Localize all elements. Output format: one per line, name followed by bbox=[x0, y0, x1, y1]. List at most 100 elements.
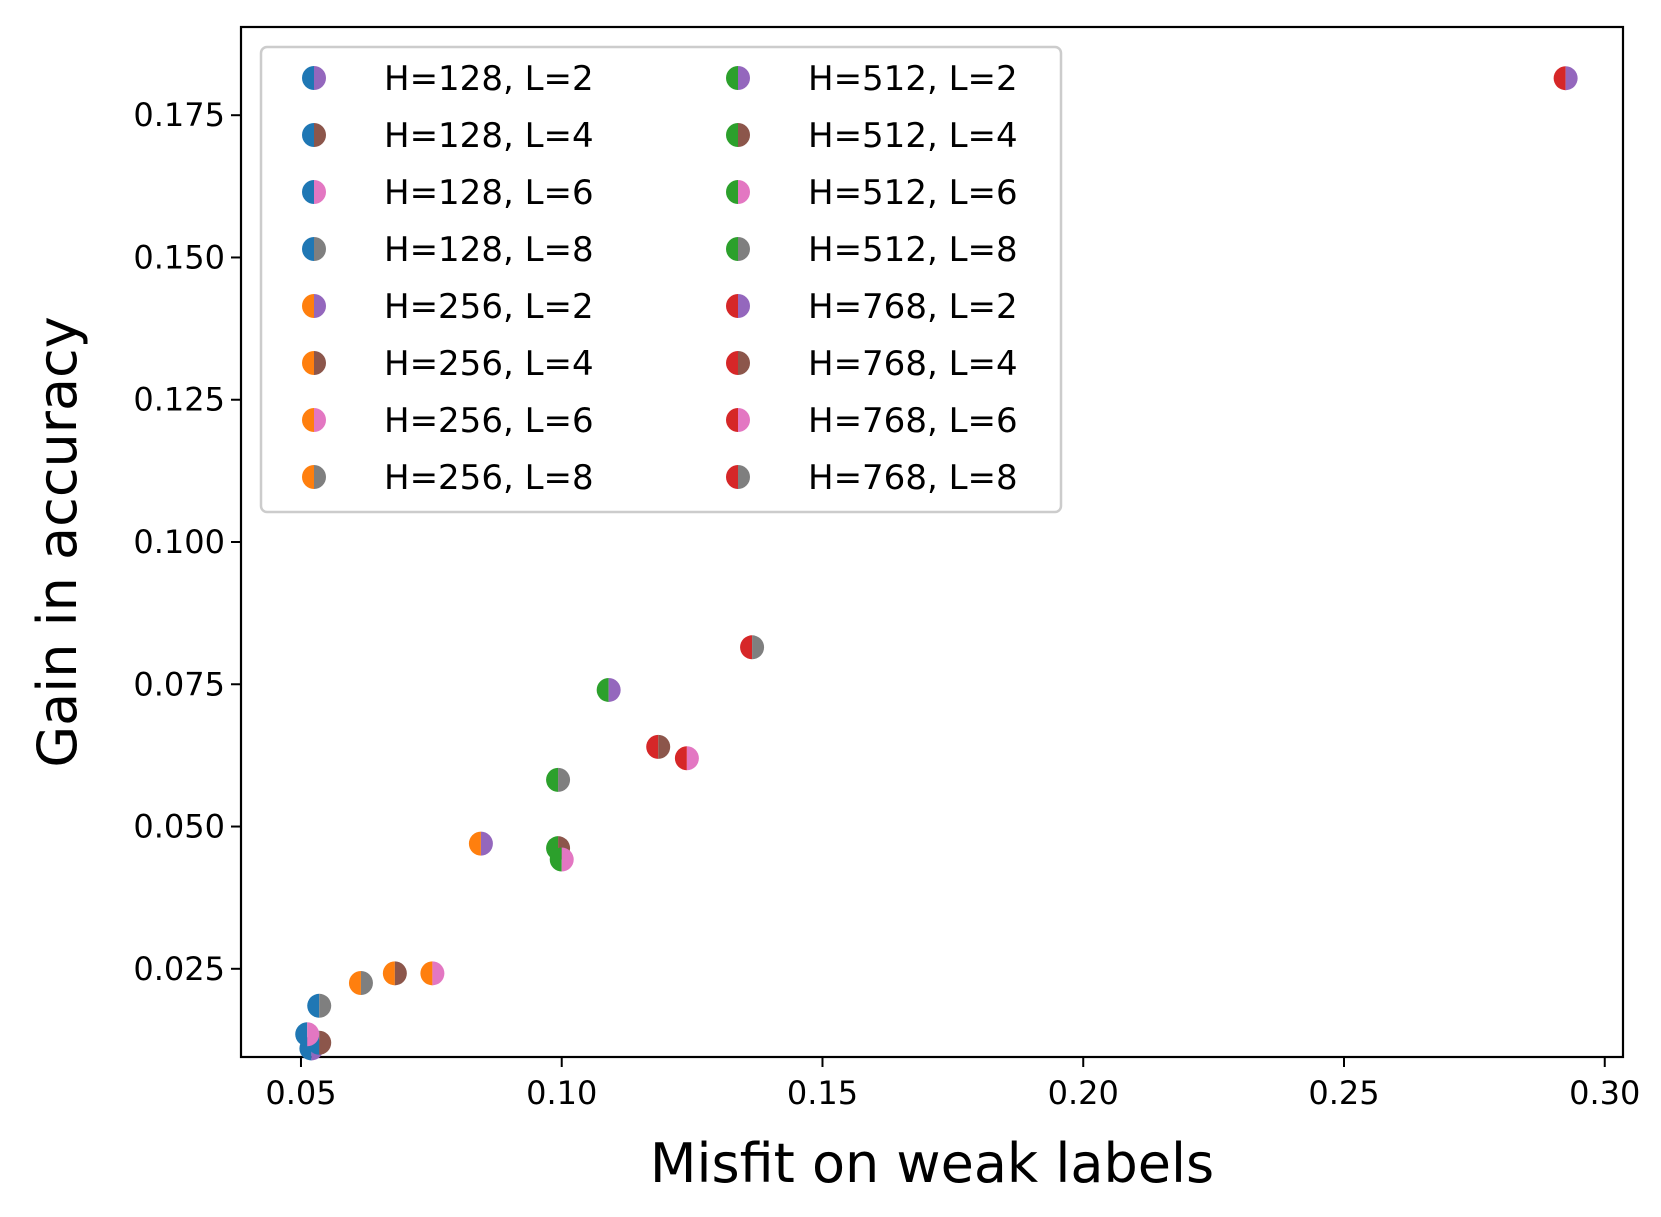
legend-label: H=256, L=6 bbox=[384, 401, 594, 441]
y-tick-label: 0.075 bbox=[133, 665, 225, 703]
marker-left-half bbox=[382, 961, 395, 986]
marker-left-half bbox=[596, 677, 609, 702]
data-point bbox=[646, 734, 671, 759]
data-point bbox=[382, 961, 407, 986]
legend-label: H=128, L=2 bbox=[384, 59, 594, 99]
y-tick-label: 0.175 bbox=[133, 96, 225, 134]
x-tick-label: 0.25 bbox=[1308, 1074, 1379, 1112]
legend-label: H=768, L=2 bbox=[808, 287, 1018, 327]
marker-right-half bbox=[480, 831, 493, 856]
marker-right-half bbox=[752, 635, 765, 660]
legend-label: H=512, L=4 bbox=[808, 116, 1018, 156]
marker-left-half bbox=[726, 408, 738, 432]
marker-right-half bbox=[314, 237, 326, 261]
x-tick-label: 0.10 bbox=[526, 1074, 597, 1112]
x-tick-label: 0.15 bbox=[787, 1074, 858, 1112]
marker-left-half bbox=[674, 746, 687, 771]
marker-left-half bbox=[468, 831, 481, 856]
legend-marker bbox=[726, 351, 750, 375]
marker-right-half bbox=[394, 961, 407, 986]
legend-label: H=128, L=4 bbox=[384, 116, 594, 156]
marker-left-half bbox=[646, 734, 659, 759]
marker-right-half bbox=[1565, 66, 1578, 91]
marker-right-half bbox=[738, 408, 750, 432]
x-axis-label: Misfit on weak labels bbox=[650, 1132, 1214, 1195]
legend-label: H=128, L=6 bbox=[384, 173, 594, 213]
x-tick-label: 0.20 bbox=[1048, 1074, 1119, 1112]
marker-right-half bbox=[314, 465, 326, 489]
marker-right-half bbox=[314, 351, 326, 375]
x-tick-label: 0.05 bbox=[265, 1074, 336, 1112]
y-tick-label: 0.150 bbox=[133, 238, 225, 276]
marker-left-half bbox=[726, 294, 738, 318]
legend-marker bbox=[302, 294, 326, 318]
data-point bbox=[468, 831, 493, 856]
data-point bbox=[295, 1022, 320, 1047]
marker-left-half bbox=[726, 465, 738, 489]
marker-right-half bbox=[738, 66, 750, 90]
legend-label: H=512, L=6 bbox=[808, 173, 1018, 213]
legend-marker bbox=[302, 465, 326, 489]
legend-frame bbox=[259, 45, 1063, 514]
legend-marker bbox=[726, 237, 750, 261]
legend-marker bbox=[302, 180, 326, 204]
legend-label: H=512, L=2 bbox=[808, 59, 1018, 99]
marker-left-half bbox=[307, 993, 320, 1018]
marker-right-half bbox=[314, 180, 326, 204]
marker-left-half bbox=[302, 294, 314, 318]
marker-left-half bbox=[1553, 66, 1566, 91]
legend-marker bbox=[302, 66, 326, 90]
legend-marker bbox=[726, 180, 750, 204]
marker-right-half bbox=[432, 961, 445, 986]
y-axis-label: Gain in accuracy bbox=[26, 316, 89, 767]
marker-right-half bbox=[307, 1022, 320, 1047]
marker-left-half bbox=[740, 635, 753, 660]
data-point bbox=[546, 767, 571, 792]
legend-label: H=768, L=8 bbox=[808, 458, 1018, 498]
legend-marker bbox=[302, 237, 326, 261]
marker-right-half bbox=[314, 408, 326, 432]
marker-right-half bbox=[738, 180, 750, 204]
marker-left-half bbox=[302, 351, 314, 375]
marker-left-half bbox=[726, 237, 738, 261]
data-point bbox=[674, 746, 699, 771]
marker-left-half bbox=[302, 408, 314, 432]
marker-left-half bbox=[302, 465, 314, 489]
marker-left-half bbox=[348, 971, 361, 996]
y-tick-label: 0.025 bbox=[133, 950, 225, 988]
data-point bbox=[740, 635, 765, 660]
legend-marker bbox=[302, 123, 326, 147]
marker-left-half bbox=[302, 237, 314, 261]
y-axis-ticks: 0.025 0.050 0.075 0.100 0.125 0.150 0.175 bbox=[133, 96, 241, 988]
legend: H=128, L=2 H=128, L=4 H=128, L=6 H=128, L=8… bbox=[259, 45, 1063, 514]
marker-left-half bbox=[302, 66, 314, 90]
legend-marker bbox=[726, 294, 750, 318]
y-tick-label: 0.125 bbox=[133, 381, 225, 419]
marker-right-half bbox=[314, 123, 326, 147]
marker-right-half bbox=[738, 237, 750, 261]
marker-left-half bbox=[302, 180, 314, 204]
marker-right-half bbox=[319, 1030, 332, 1055]
y-tick-label: 0.050 bbox=[133, 808, 225, 846]
legend-marker bbox=[726, 66, 750, 90]
legend-marker bbox=[302, 408, 326, 432]
marker-left-half bbox=[420, 961, 433, 986]
y-tick-label: 0.100 bbox=[133, 523, 225, 561]
data-point bbox=[596, 677, 621, 702]
legend-marker bbox=[726, 408, 750, 432]
data-point bbox=[307, 993, 332, 1018]
marker-left-half bbox=[726, 66, 738, 90]
data-point bbox=[1553, 66, 1578, 91]
legend-label: H=768, L=6 bbox=[808, 401, 1018, 441]
marker-right-half bbox=[319, 993, 332, 1018]
marker-right-half bbox=[738, 123, 750, 147]
x-tick-label: 0.30 bbox=[1569, 1074, 1640, 1112]
marker-right-half bbox=[686, 746, 699, 771]
marker-left-half bbox=[726, 123, 738, 147]
marker-right-half bbox=[314, 294, 326, 318]
marker-right-half bbox=[558, 767, 571, 792]
legend-marker bbox=[726, 465, 750, 489]
marker-right-half bbox=[314, 66, 326, 90]
data-point bbox=[348, 971, 373, 996]
